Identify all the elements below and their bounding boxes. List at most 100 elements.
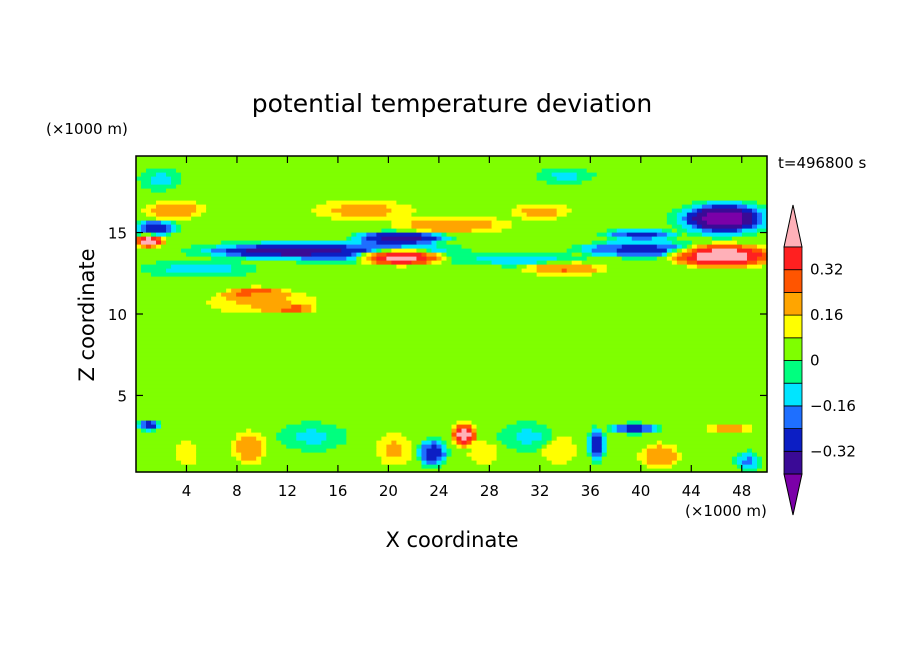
contour-cell xyxy=(641,432,768,437)
contour-cell xyxy=(366,256,372,261)
contour-cell xyxy=(696,212,708,217)
contour-cell xyxy=(616,428,628,433)
contour-cell xyxy=(591,460,603,465)
contour-cell xyxy=(226,248,247,253)
contour-cell xyxy=(521,268,538,273)
contour-cell xyxy=(366,248,372,253)
contour-cell xyxy=(356,256,362,261)
contour-cell xyxy=(656,440,663,445)
contour-cell xyxy=(596,232,608,237)
contour-cell xyxy=(716,424,743,429)
contour-cell xyxy=(376,444,387,449)
contour-cell xyxy=(191,212,202,217)
contour-cell xyxy=(146,428,152,433)
contour-cell xyxy=(316,304,768,309)
contour-cell xyxy=(666,220,678,225)
contour-cell xyxy=(456,236,608,241)
contour-cell xyxy=(256,456,262,461)
contour-cell xyxy=(576,448,588,453)
contour-cell xyxy=(441,448,448,453)
x-tick-label: 44 xyxy=(682,482,701,500)
contour-cell xyxy=(541,432,553,437)
contour-cell xyxy=(411,444,418,449)
contour-cell xyxy=(471,420,518,425)
contour-cell xyxy=(676,456,683,461)
contour-cell xyxy=(736,248,753,253)
contour-cell xyxy=(406,436,428,441)
contour-cell xyxy=(446,444,458,449)
contour-cell xyxy=(501,228,608,233)
contour-cell xyxy=(411,212,513,217)
contour-cell xyxy=(501,264,518,269)
contour-cell xyxy=(711,240,738,245)
contour-cell xyxy=(466,452,498,457)
contour-cell xyxy=(161,420,302,425)
contour-cell xyxy=(581,252,593,257)
contour-cell xyxy=(461,444,468,449)
contour-cell xyxy=(636,456,648,461)
contour-cell xyxy=(716,428,743,433)
contour-cell xyxy=(256,436,267,441)
contour-cell xyxy=(136,424,142,429)
contour-cell xyxy=(136,172,142,177)
contour-cell xyxy=(451,236,458,241)
contour-cell xyxy=(351,232,357,237)
contour-cell xyxy=(696,248,713,253)
contour-cell xyxy=(136,420,142,425)
contour-cell xyxy=(416,228,433,233)
contour-cell xyxy=(621,256,658,261)
colorbar-over-triangle xyxy=(783,204,803,248)
contour-cell xyxy=(671,460,678,465)
contour-cell xyxy=(646,444,658,449)
contour-cell xyxy=(761,212,768,217)
contour-cell xyxy=(756,220,763,225)
contour-cell xyxy=(566,268,598,273)
contour-cell xyxy=(421,444,433,449)
contour-cell xyxy=(446,240,593,245)
contour-cell xyxy=(761,264,768,269)
contour-cell xyxy=(141,228,147,233)
contour-cell xyxy=(606,228,618,233)
contour-cell xyxy=(756,456,763,461)
contour-cell xyxy=(381,248,393,253)
contour-cell xyxy=(581,244,598,249)
contour-cell xyxy=(146,236,152,241)
contour-cell xyxy=(731,236,768,241)
contour-cell xyxy=(441,452,448,457)
contour-cell xyxy=(136,376,768,381)
contour-cell xyxy=(421,440,433,445)
contour-cell xyxy=(156,260,242,265)
contour-cell xyxy=(171,264,232,269)
colorbar-under-triangle xyxy=(783,473,803,516)
contour-cell xyxy=(691,216,703,221)
contour-cell xyxy=(536,268,563,273)
contour-cell xyxy=(396,228,418,233)
contour-cell xyxy=(686,248,693,253)
contour-cell xyxy=(291,288,768,293)
contour-cell xyxy=(676,460,733,465)
contour-cell xyxy=(356,260,362,265)
contour-cell xyxy=(511,212,528,217)
contour-cell xyxy=(391,248,418,253)
contour-cell xyxy=(226,288,232,293)
contour-cell xyxy=(436,440,443,445)
contour-cell xyxy=(136,248,182,253)
contour-cell xyxy=(591,436,603,441)
contour-cell xyxy=(441,464,648,469)
contour-cell xyxy=(136,224,142,229)
contour-cell xyxy=(706,244,743,249)
contour-cell xyxy=(151,208,197,213)
contour-cell xyxy=(431,240,438,245)
contour-cell xyxy=(156,240,162,245)
contour-cell xyxy=(466,444,498,449)
contour-cell xyxy=(426,260,433,265)
contour-cell xyxy=(676,244,683,249)
contour-cell xyxy=(506,424,548,429)
contour-cell xyxy=(461,244,573,249)
contour-cell xyxy=(736,240,768,245)
contour-cell xyxy=(181,460,197,465)
contour-cell xyxy=(136,356,768,361)
contour-cell xyxy=(236,436,242,441)
contour-cell xyxy=(136,384,768,389)
contour-cell xyxy=(451,436,458,441)
